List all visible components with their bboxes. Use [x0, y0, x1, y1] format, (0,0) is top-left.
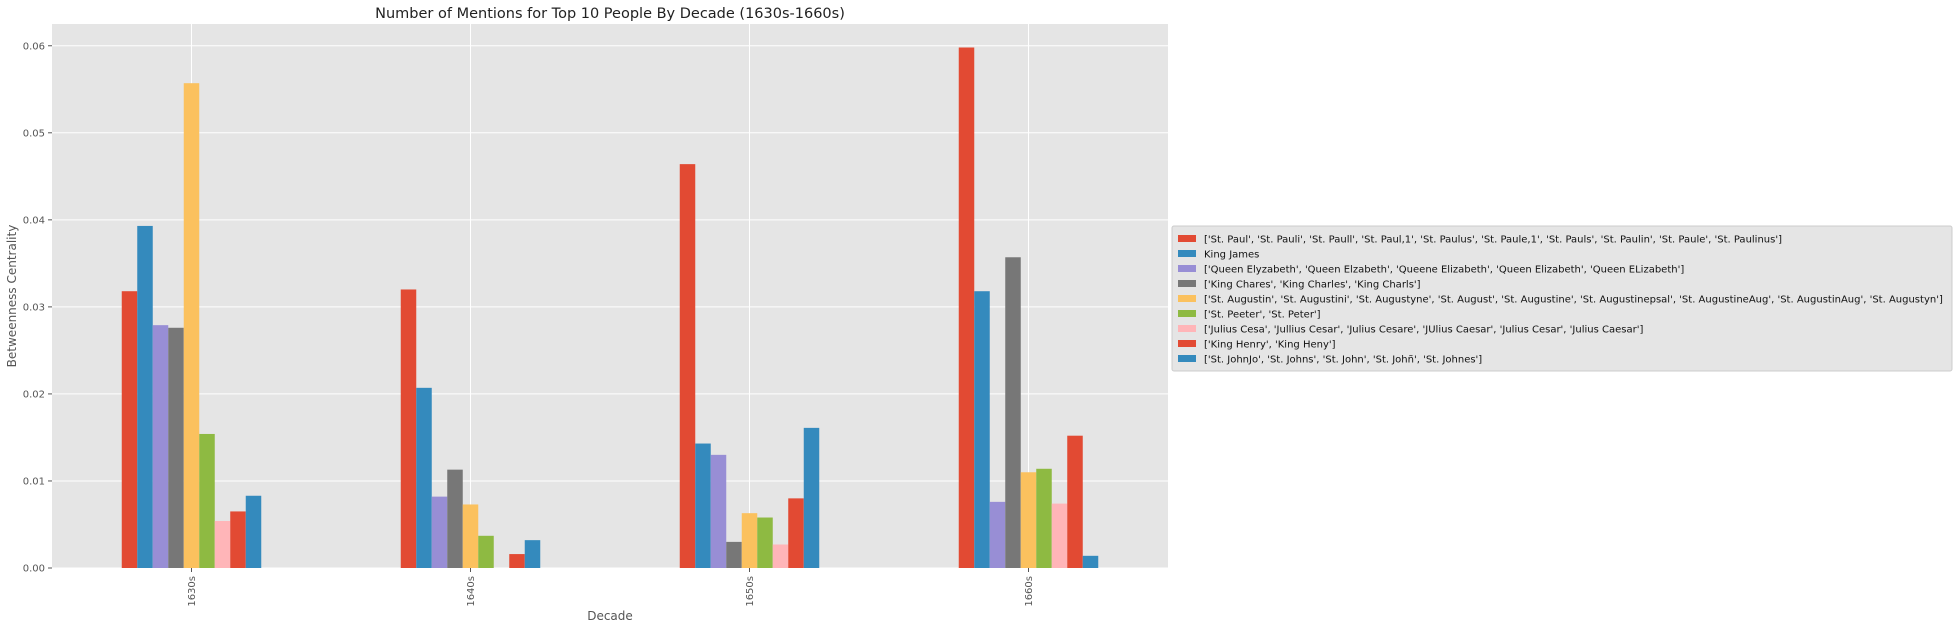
- legend-box: [1171, 225, 1953, 372]
- y-tick-label: 0.05: [23, 128, 45, 139]
- bar: [958, 47, 975, 569]
- legend-label: ['St. Augustin', 'St. Augustini', 'St. A…: [1204, 295, 1943, 306]
- y-tick-label: 0.03: [23, 302, 45, 313]
- bar: [788, 498, 804, 568]
- bar: [509, 554, 525, 568]
- bar: [137, 225, 153, 568]
- bar: [803, 427, 820, 568]
- legend-swatch: [1178, 235, 1196, 242]
- bar: [989, 501, 1006, 568]
- legend: ['St. Paul', 'St. Pauli', 'St. Paull', '…: [1171, 225, 1953, 372]
- bar: [1005, 257, 1021, 568]
- chart-title: Number of Mentions for Top 10 People By …: [375, 6, 845, 22]
- bar: [152, 325, 169, 568]
- bar: [230, 511, 246, 568]
- bar: [1020, 472, 1037, 568]
- bar: [400, 289, 417, 568]
- bar: [1082, 555, 1099, 568]
- y-tick-label: 0.01: [23, 476, 45, 487]
- legend-swatch: [1178, 325, 1196, 332]
- legend-swatch: [1178, 295, 1196, 302]
- legend-label: ['St. JohnJo', 'St. Johns', 'St. John', …: [1204, 355, 1482, 366]
- legend-label: ['King Chares', 'King Charles', 'King Ch…: [1204, 280, 1421, 291]
- plot-area: [52, 24, 1168, 568]
- x-tick-label: 1660s: [1024, 576, 1035, 607]
- bar: [245, 495, 262, 568]
- legend-label: ['Julius Cesa', 'Jullius Cesar', 'Julius…: [1204, 325, 1643, 336]
- legend-label: ['Queen Elyzabeth', 'Queen Elzabeth', 'Q…: [1204, 265, 1684, 276]
- legend-label: King James: [1204, 250, 1259, 261]
- legend-label: ['St. Peeter', 'St. Peter']: [1204, 310, 1321, 321]
- bar: [1036, 468, 1052, 568]
- legend-swatch: [1178, 310, 1196, 317]
- bar: [1067, 435, 1083, 568]
- legend-swatch: [1178, 340, 1196, 347]
- bar: [726, 541, 742, 568]
- axis-ticks: 0.00 0.01 0.02 0.03 0.04 0.05 0.06 1630s 1640s 16…: [23, 41, 1035, 606]
- bar: [121, 291, 138, 568]
- legend-swatch: [1178, 250, 1196, 257]
- x-tick-label: 1630s: [187, 576, 198, 607]
- y-tick-label: 0.06: [23, 41, 45, 52]
- x-tick-label: 1650s: [745, 576, 756, 607]
- bar: [447, 469, 463, 568]
- bar: [478, 535, 494, 568]
- bar: [679, 164, 696, 568]
- y-tick-label: 0.02: [23, 389, 45, 400]
- bar: [199, 433, 215, 568]
- bar: [1051, 503, 1068, 568]
- bar: [183, 83, 200, 569]
- bar: [772, 544, 789, 568]
- bar: [710, 454, 727, 568]
- legend-swatch: [1178, 355, 1196, 362]
- legend-label: ['King Henry', 'King Heny']: [1204, 340, 1336, 351]
- grid-lines: [52, 24, 1168, 569]
- bar: [524, 540, 541, 568]
- bar: [462, 504, 479, 568]
- bar: [741, 513, 758, 568]
- bar: [168, 327, 184, 568]
- y-axis-label: Betweenness Centrality: [5, 225, 19, 368]
- y-tick-label: 0.04: [23, 215, 45, 226]
- x-tick-label: 1640s: [466, 576, 477, 607]
- legend-swatch: [1178, 280, 1196, 287]
- bar: [695, 443, 711, 568]
- bars: [121, 47, 1099, 569]
- legend-swatch: [1178, 265, 1196, 272]
- bar: [416, 387, 432, 568]
- bar: [214, 520, 231, 568]
- y-tick-label: 0.00: [23, 564, 45, 575]
- bar: [974, 291, 990, 568]
- legend-label: ['St. Paul', 'St. Pauli', 'St. Paull', '…: [1204, 235, 1782, 246]
- bar: [431, 496, 448, 568]
- x-axis-label: Decade: [587, 609, 633, 623]
- bar: [757, 517, 773, 568]
